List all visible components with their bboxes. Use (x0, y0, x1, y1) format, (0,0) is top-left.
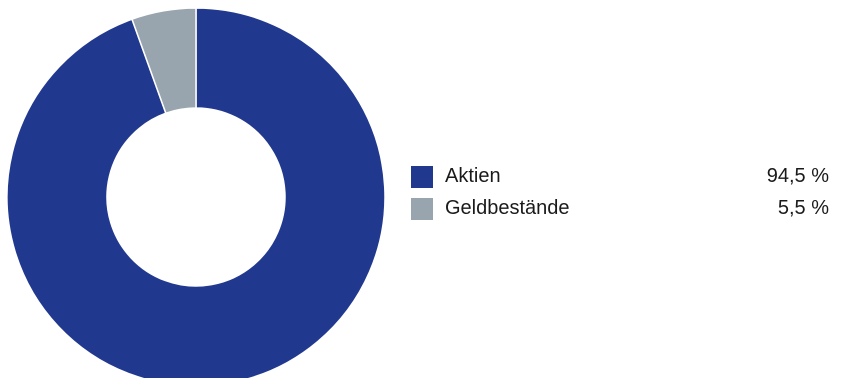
legend-item-aktien: Aktien 94,5 % (411, 164, 829, 188)
legend-swatch-geldbestaende (411, 198, 433, 220)
legend-label: Aktien (445, 165, 501, 187)
legend-value: 94,5 % (766, 165, 829, 187)
legend-item-geldbestaende: Geldbestände 5,5 % (411, 196, 829, 220)
legend-value: 5,5 % (777, 197, 829, 219)
donut-chart (6, 7, 386, 378)
legend-label: Geldbestände (445, 197, 570, 219)
donut-slice-0 (6, 7, 386, 378)
donut-slice-1 (131, 7, 197, 115)
legend: Aktien 94,5 % Geldbestände 5,5 % (411, 164, 829, 228)
legend-swatch-aktien (411, 166, 433, 188)
